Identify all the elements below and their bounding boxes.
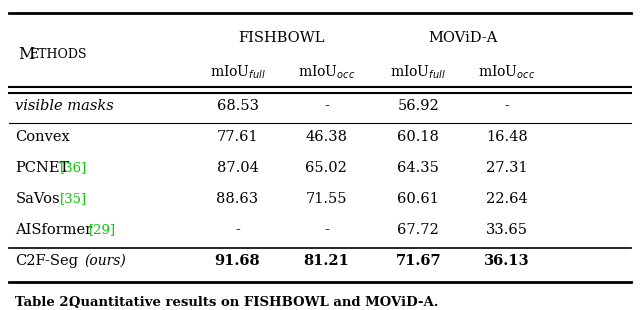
Text: M: M bbox=[19, 46, 35, 64]
Text: mIoU$_{\it{occ}}$: mIoU$_{\it{occ}}$ bbox=[298, 63, 355, 81]
Text: 16.48: 16.48 bbox=[486, 130, 528, 144]
Text: Table 2.: Table 2. bbox=[15, 296, 74, 309]
Text: Quantitative results on FISHBOWL and MOViD-A.: Quantitative results on FISHBOWL and MOV… bbox=[69, 296, 439, 309]
Text: 77.61: 77.61 bbox=[217, 130, 259, 144]
Text: 71.55: 71.55 bbox=[305, 192, 347, 206]
Text: 65.02: 65.02 bbox=[305, 161, 348, 175]
Text: [35]: [35] bbox=[60, 192, 86, 205]
Text: 60.61: 60.61 bbox=[397, 192, 439, 206]
Text: -: - bbox=[505, 99, 509, 113]
Text: mIoU$_{\it{occ}}$: mIoU$_{\it{occ}}$ bbox=[479, 63, 536, 81]
Text: mIoU$_{\it{full}}$: mIoU$_{\it{full}}$ bbox=[390, 63, 446, 81]
Text: [29]: [29] bbox=[89, 223, 116, 236]
Text: 67.72: 67.72 bbox=[397, 223, 439, 237]
Text: SaVos: SaVos bbox=[15, 192, 60, 206]
Text: 36.13: 36.13 bbox=[484, 254, 530, 268]
Text: 60.18: 60.18 bbox=[397, 130, 439, 144]
Text: AISformer: AISformer bbox=[15, 223, 93, 237]
Text: 81.21: 81.21 bbox=[303, 254, 349, 268]
Text: 71.67: 71.67 bbox=[396, 254, 441, 268]
Text: FISHBOWL: FISHBOWL bbox=[239, 31, 325, 45]
Text: 64.35: 64.35 bbox=[397, 161, 439, 175]
Text: -: - bbox=[324, 99, 329, 113]
Text: visible masks: visible masks bbox=[15, 99, 114, 113]
Text: 46.38: 46.38 bbox=[305, 130, 348, 144]
Text: 87.04: 87.04 bbox=[216, 161, 259, 175]
Text: MOViD-A: MOViD-A bbox=[428, 31, 497, 45]
Text: Convex: Convex bbox=[15, 130, 70, 144]
Text: PCNET: PCNET bbox=[15, 161, 70, 175]
Text: (ours): (ours) bbox=[84, 254, 125, 268]
Text: 88.63: 88.63 bbox=[216, 192, 259, 206]
Text: ETHODS: ETHODS bbox=[29, 48, 87, 61]
Text: [36]: [36] bbox=[60, 161, 87, 174]
Text: 22.64: 22.64 bbox=[486, 192, 528, 206]
Text: -: - bbox=[324, 223, 329, 237]
Text: C2F-Seg: C2F-Seg bbox=[15, 254, 79, 268]
Text: 91.68: 91.68 bbox=[214, 254, 260, 268]
Text: 33.65: 33.65 bbox=[486, 223, 528, 237]
Text: 27.31: 27.31 bbox=[486, 161, 528, 175]
Text: 68.53: 68.53 bbox=[216, 99, 259, 113]
Text: 56.92: 56.92 bbox=[397, 99, 439, 113]
Text: mIoU$_{\it{full}}$: mIoU$_{\it{full}}$ bbox=[210, 63, 266, 81]
Text: -: - bbox=[235, 223, 240, 237]
